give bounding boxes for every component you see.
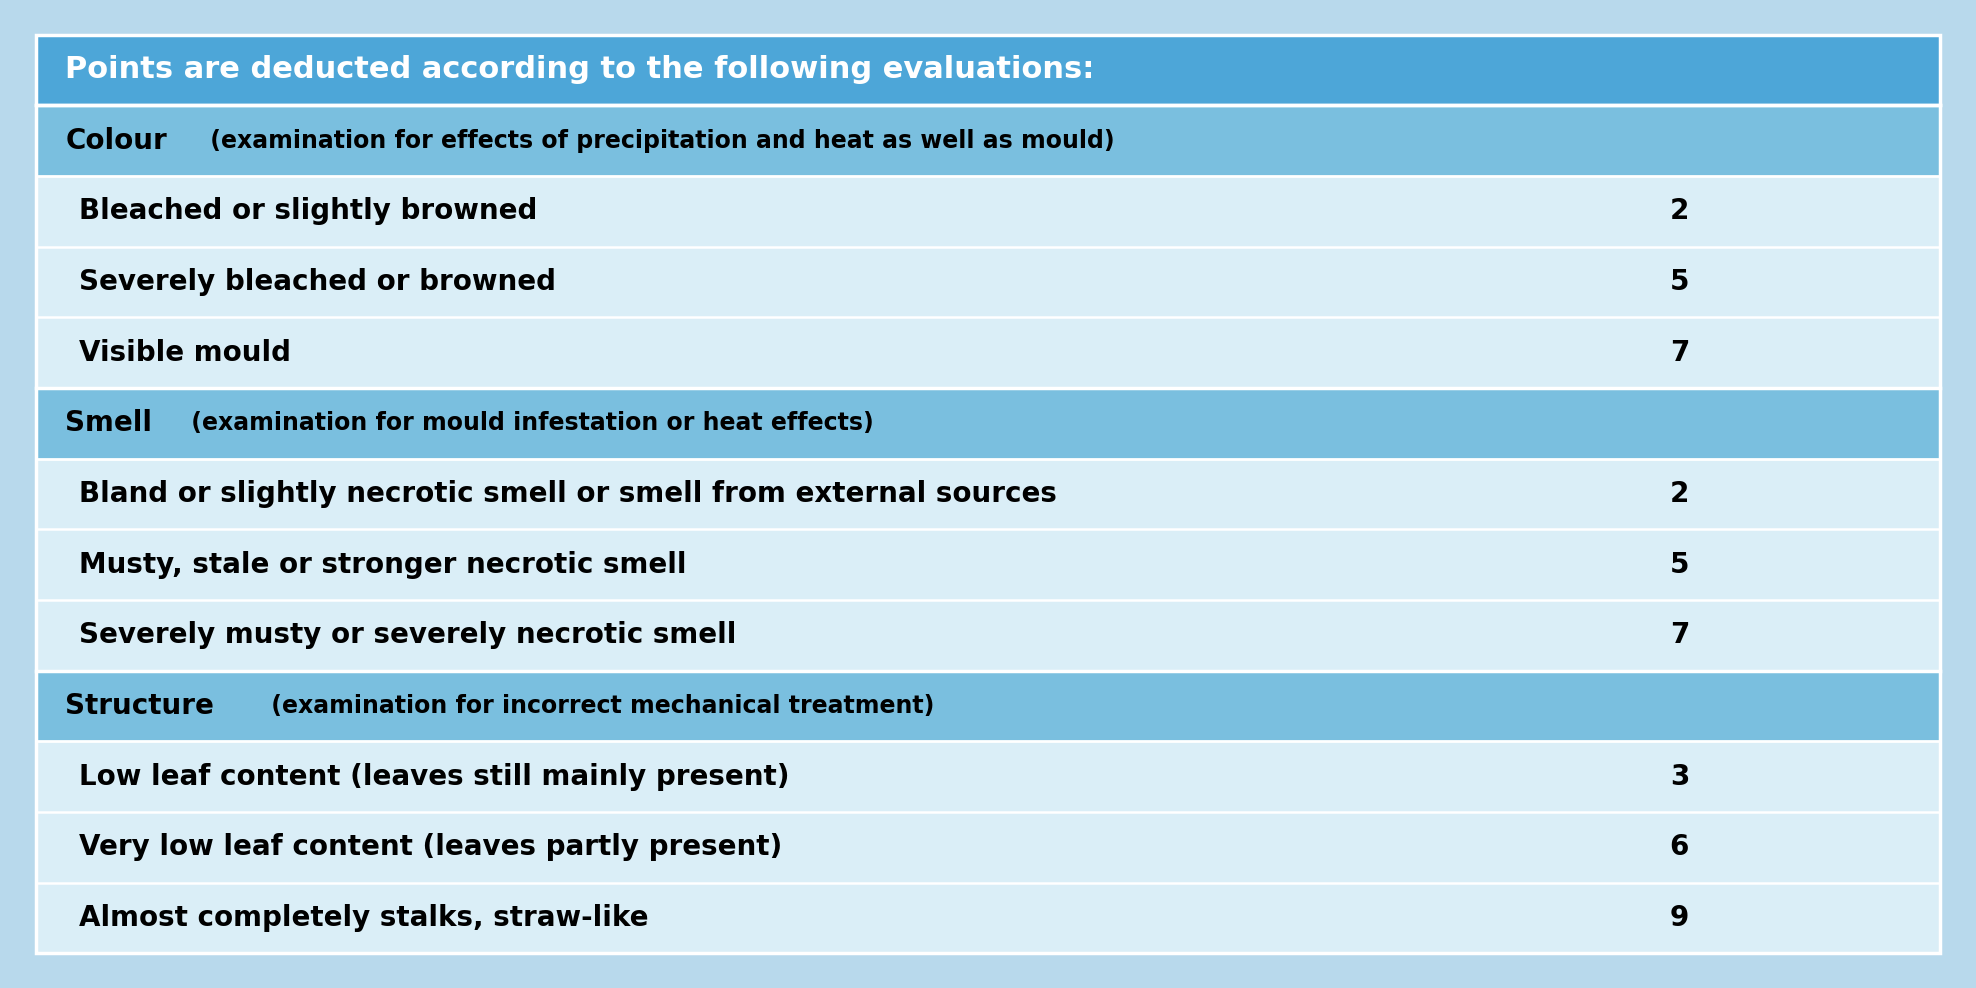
Bar xyxy=(36,106,1940,176)
Text: (examination for mould infestation or heat effects): (examination for mould infestation or he… xyxy=(184,411,873,436)
Text: 9: 9 xyxy=(1670,904,1689,932)
Text: Low leaf content (leaves still mainly present): Low leaf content (leaves still mainly pr… xyxy=(79,763,790,790)
Text: (examination for incorrect mechanical treatment): (examination for incorrect mechanical tr… xyxy=(263,694,935,718)
Bar xyxy=(36,530,1940,600)
Text: Almost completely stalks, straw-like: Almost completely stalks, straw-like xyxy=(79,904,648,932)
Bar xyxy=(36,812,1940,882)
Bar xyxy=(36,247,1940,317)
Bar xyxy=(36,35,1940,106)
Text: Structure: Structure xyxy=(65,692,213,720)
Text: Smell: Smell xyxy=(65,409,152,438)
Text: 5: 5 xyxy=(1670,550,1689,579)
Bar xyxy=(36,317,1940,388)
Text: Very low leaf content (leaves partly present): Very low leaf content (leaves partly pre… xyxy=(79,834,782,862)
Text: (examination for effects of precipitation and heat as well as mould): (examination for effects of precipitatio… xyxy=(202,128,1114,152)
Text: Visible mould: Visible mould xyxy=(79,339,290,367)
Text: 5: 5 xyxy=(1670,268,1689,296)
Bar xyxy=(36,741,1940,812)
Bar xyxy=(36,882,1940,953)
Text: Musty, stale or stronger necrotic smell: Musty, stale or stronger necrotic smell xyxy=(79,550,686,579)
Text: 2: 2 xyxy=(1670,198,1689,225)
Text: Points are deducted according to the following evaluations:: Points are deducted according to the fol… xyxy=(65,55,1095,84)
Bar xyxy=(36,388,1940,458)
Text: 7: 7 xyxy=(1670,339,1689,367)
Text: 6: 6 xyxy=(1670,834,1689,862)
Text: 2: 2 xyxy=(1670,480,1689,508)
Text: 3: 3 xyxy=(1670,763,1689,790)
Text: 7: 7 xyxy=(1670,621,1689,649)
Bar xyxy=(36,176,1940,247)
Text: Severely musty or severely necrotic smell: Severely musty or severely necrotic smel… xyxy=(79,621,737,649)
Text: Severely bleached or browned: Severely bleached or browned xyxy=(79,268,555,296)
Bar xyxy=(36,600,1940,671)
Bar xyxy=(36,671,1940,741)
Text: Colour: Colour xyxy=(65,126,166,154)
Text: Bland or slightly necrotic smell or smell from external sources: Bland or slightly necrotic smell or smel… xyxy=(79,480,1057,508)
Text: Bleached or slightly browned: Bleached or slightly browned xyxy=(79,198,537,225)
Bar xyxy=(36,458,1940,530)
